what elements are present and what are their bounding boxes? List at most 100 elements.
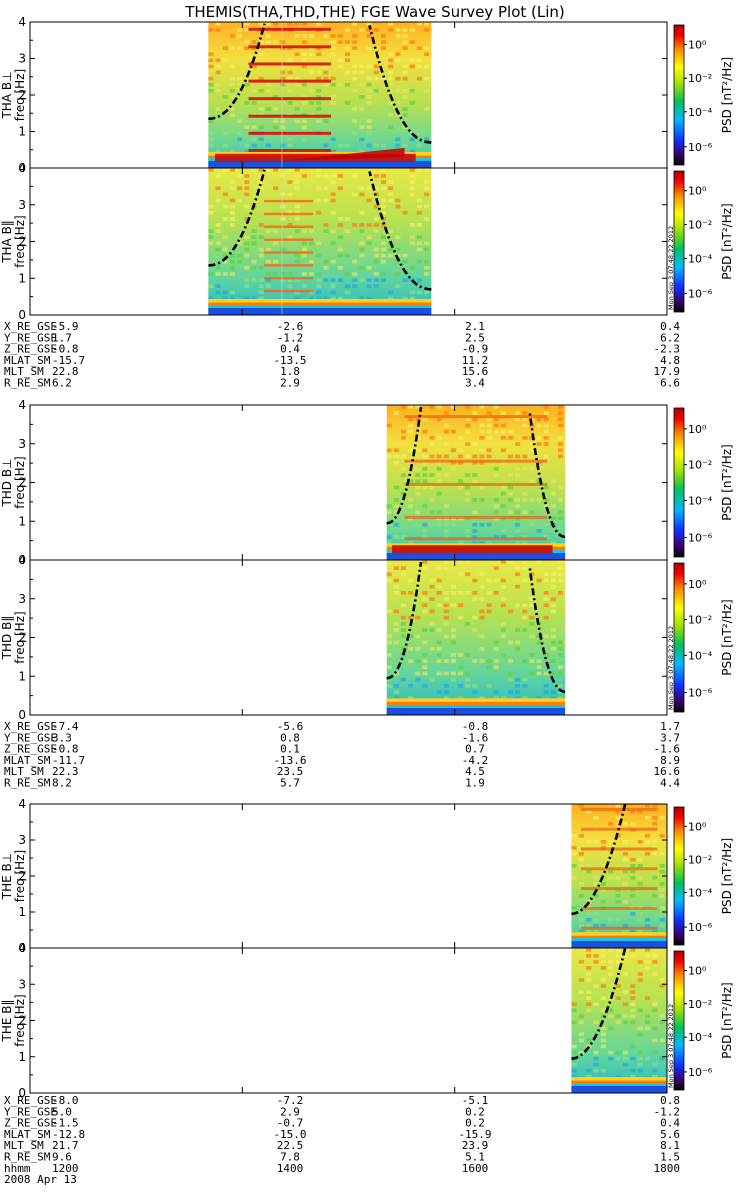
speckle-cell (345, 28, 351, 32)
speckle-cell (557, 516, 563, 521)
speckle-cell (393, 510, 399, 515)
speckle-cell (436, 417, 442, 422)
speckle-cell (301, 272, 307, 276)
speckle-cell (402, 210, 408, 215)
ephemeris-value: 5.6 (660, 1128, 680, 1141)
speckle-cell (316, 290, 322, 295)
speckle-cell (615, 1056, 621, 1061)
speckle-cell (486, 429, 492, 434)
speckle-cell (388, 198, 394, 203)
speckle-cell (408, 634, 414, 639)
speckle-cell (493, 665, 499, 670)
speckle-cell (409, 290, 415, 295)
speckle-cell (409, 192, 415, 197)
ephemeris-value: 1.5 (660, 1151, 680, 1164)
speckle-cell (608, 1050, 614, 1055)
speckle-cell (352, 88, 358, 93)
speckle-cell (615, 876, 621, 880)
speckle-cell (287, 272, 293, 276)
ephemeris-value: 8.1 (660, 1139, 680, 1152)
speckle-cell (409, 174, 415, 178)
speckle-cell (472, 522, 478, 527)
colorbar-tick-label: 10⁰ (688, 423, 707, 436)
speckle-cell (352, 192, 358, 197)
speckle-cell (472, 628, 478, 632)
speckle-cell (458, 560, 464, 564)
speckle-cell (366, 28, 372, 32)
speckle-cell (352, 284, 358, 289)
speckle-cell (222, 95, 228, 99)
speckle-cell (600, 924, 606, 928)
speckle-cell (515, 510, 521, 515)
speckle-cell (359, 296, 365, 301)
speckle-cell (443, 566, 449, 570)
ytick-label: 3 (18, 198, 26, 212)
speckle-cell (395, 88, 401, 93)
speckle-cell (479, 597, 485, 601)
colorbar-tick-label: 10⁰ (688, 820, 707, 833)
speckle-cell (323, 64, 329, 69)
speckle-cell (508, 560, 513, 564)
speckle-cell (615, 1074, 621, 1079)
speckle-cell (215, 58, 221, 63)
speckle-cell (388, 229, 394, 233)
speckle-cell (388, 192, 394, 197)
speckle-cell (244, 192, 250, 197)
speckle-cell (408, 417, 414, 422)
speckle-cell (229, 95, 235, 99)
speckle-cell (424, 52, 430, 57)
speckle-cell (386, 653, 392, 657)
speckle-cell (450, 429, 456, 434)
speckle-cell (429, 498, 435, 502)
speckle-cell (600, 1044, 606, 1049)
speckle-cell (229, 168, 235, 172)
speckle-cell (400, 473, 406, 477)
speckle-cell (215, 107, 221, 111)
speckle-cell (479, 429, 485, 434)
speckle-cell (345, 58, 351, 63)
speckle-cell (301, 82, 307, 87)
speckle-cell (273, 40, 279, 44)
speckle-cell (373, 186, 379, 191)
speckle-cell (294, 22, 300, 26)
speckle-cell (359, 95, 365, 99)
speckle-cell (208, 210, 214, 215)
ephemeris-label: Y_RE_GSE (4, 731, 57, 744)
speckle-cell (208, 204, 214, 209)
speckle-cell (515, 603, 521, 608)
speckle-cell (659, 816, 665, 820)
speckle-cell (352, 64, 358, 69)
speckle-cell (294, 174, 300, 178)
speckle-cell (215, 70, 221, 75)
colorbar-tick-label: 10⁻⁴ (688, 252, 713, 265)
speckle-cell (395, 204, 401, 209)
speckle-cell (479, 659, 485, 663)
speckle-cell (515, 690, 521, 694)
speckle-cell (301, 64, 307, 69)
speckle-cell (337, 58, 343, 63)
speckle-cell (229, 204, 235, 209)
speckle-cell (222, 247, 228, 252)
speckle-cell (630, 1002, 636, 1006)
speckle-cell (416, 168, 422, 172)
speckle-cell (237, 46, 243, 50)
ephemeris-value: 5.0 (52, 1105, 72, 1118)
speckle-cell (409, 266, 415, 270)
speckle-cell (436, 479, 442, 484)
speckle-cell (644, 948, 651, 952)
ephemeris-value: 22.3 (52, 765, 79, 778)
speckle-cell (493, 535, 499, 539)
speckle-cell (229, 64, 235, 69)
speckle-cell (486, 578, 492, 583)
speckle-cell (352, 34, 358, 38)
speckle-cell (458, 603, 464, 608)
speckle-cell (500, 603, 506, 608)
speckle-cell (416, 143, 422, 148)
speckle-cell (359, 82, 365, 87)
speckle-cell (458, 448, 464, 453)
speckle-cell (316, 210, 322, 215)
